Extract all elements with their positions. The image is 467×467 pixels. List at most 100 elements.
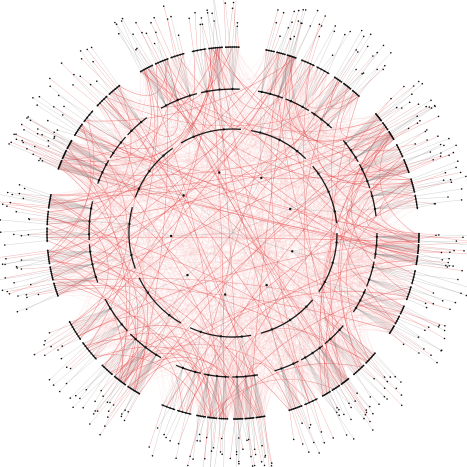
tree-edge [306,306,340,331]
leaf-tip-node [454,301,457,304]
cross-link [263,116,379,417]
leaf-spike [237,26,239,48]
node [277,95,280,98]
cross-link [166,198,416,407]
tree-edge [143,69,167,106]
tree-edge [62,158,103,173]
leaf-spike [297,407,314,443]
node [414,195,417,198]
leaf-tip-node [412,85,415,87]
leaf-tip-node [124,409,126,412]
node [371,266,375,269]
leaf-spike [187,416,201,466]
leaf-tip-node [444,171,447,174]
leaf-spike [163,409,174,435]
node [94,357,97,360]
cross-link [79,127,302,407]
cross-link [48,127,387,207]
tree-edge [339,329,367,363]
cross-link [249,56,293,419]
cross-link [242,54,285,419]
cross-link [56,281,121,330]
leaf-spike [273,36,281,52]
node [154,353,158,356]
cross-link [90,251,345,383]
cross-link [74,134,419,248]
leaf-tip-node [82,406,84,409]
leaf-tip-node [204,457,206,460]
tree-edge [46,228,90,235]
tree-edge [328,181,368,192]
leaf-spike [395,323,419,338]
cross-link [219,89,264,417]
tree-edge [312,352,335,390]
tree-edge [164,59,178,101]
cross-link [48,95,359,253]
leaf-tip-node [417,80,420,83]
tree-edge [123,347,146,384]
cross-link [46,234,213,418]
tree-edge [355,307,390,334]
leaf-tip-node [16,267,19,269]
leaf-spike [135,22,159,63]
node [333,210,336,213]
cross-link [227,77,336,419]
cross-link [49,47,218,205]
node [55,290,58,293]
leaf-tip-node [423,348,425,350]
leaf-spike [178,35,184,54]
leaf-tip-node [324,15,327,17]
tree-edge [137,354,157,393]
leaf-spike [385,100,432,128]
tree-edge [89,221,130,225]
leaf-spike [418,235,437,240]
node [172,408,175,411]
cross-link [185,139,394,414]
leaf-tip-node [289,38,292,40]
cross-link [212,250,419,418]
cross-link [282,54,409,175]
tree-edge [314,81,342,115]
node [54,286,57,289]
leaf-spike [81,58,114,91]
leaf-tip-node [86,48,88,51]
cross-link [66,57,295,162]
tree-edge [63,157,103,173]
leaf-spike [307,24,320,63]
cross-link [145,336,212,418]
cross-link [185,259,418,414]
node [232,418,235,420]
node [354,306,358,310]
leaf-tip-node [0,219,2,221]
leaf-spike [214,418,222,467]
node [375,244,378,247]
cross-link [311,67,400,156]
cross-link [358,281,411,317]
node [199,330,202,334]
leaf-tip-node [9,201,12,204]
tree-edge [103,338,136,368]
tree-edge [66,150,103,173]
node [207,373,210,377]
tree-edge [174,56,191,96]
tree-edge [216,336,222,377]
cross-link [46,85,132,235]
leaf-spike [413,182,452,189]
node [114,88,117,90]
tree-edge [374,204,417,210]
cross-link [101,100,416,200]
leaf-spike [334,30,362,78]
leaf-tip-node [8,143,10,145]
cross-link [284,57,337,389]
leaf-spike [42,134,69,147]
tree-edge [61,160,100,181]
cross-link [71,324,296,409]
leaf-tip-node [432,159,435,161]
tree-edge [131,130,164,156]
node [82,342,85,345]
node [407,293,410,296]
leaf-spike [236,418,240,452]
node [301,59,304,62]
cross-link [50,253,417,268]
leaf-spike [16,139,64,158]
